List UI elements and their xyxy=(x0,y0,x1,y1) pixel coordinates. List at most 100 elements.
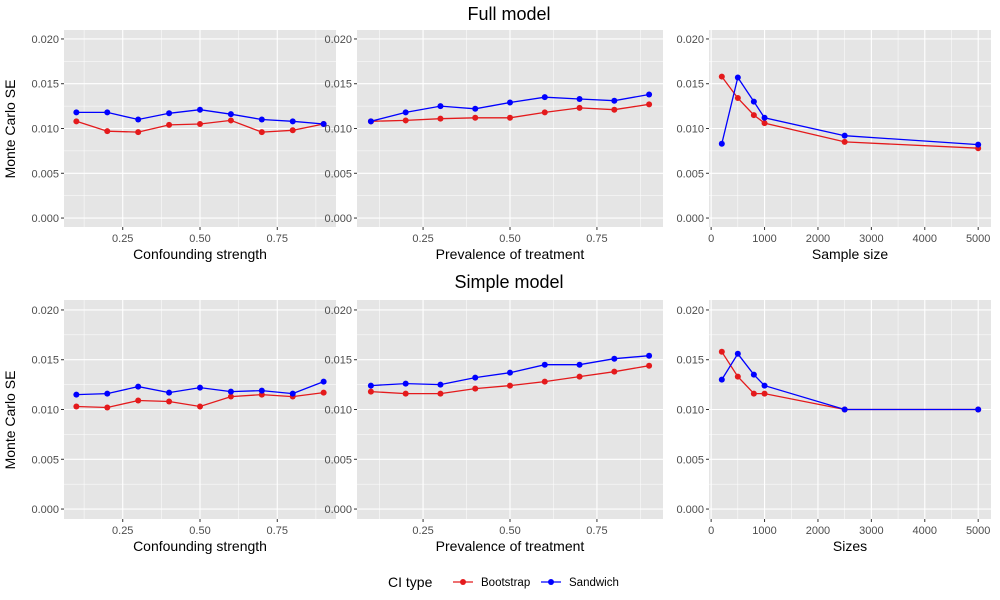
panel-4-bootstrap-point xyxy=(73,403,80,410)
panel-4-sandwich-point xyxy=(135,383,142,390)
panel-3-y-tick-label: 0.005 xyxy=(676,168,704,180)
panel-6-sandwich-point xyxy=(734,350,741,357)
panel-1-y-tick-label: 0.010 xyxy=(31,124,59,136)
panel-6-bootstrap-point xyxy=(734,373,741,380)
legend-key-bootstrap-point xyxy=(460,579,466,585)
panel-4-sandwich-point xyxy=(73,391,80,398)
panel-6-x-tick-label: 5000 xyxy=(966,525,990,537)
panel-5-sandwich-point xyxy=(507,369,513,376)
panel-1-sandwich-point xyxy=(166,110,173,117)
panel-1-x-tick-label: 0.50 xyxy=(189,233,210,245)
panel-2-x-axis-title: Prevalence of treatment xyxy=(436,246,585,262)
panel-2-y-tick-label: 0.010 xyxy=(324,124,352,136)
panel-6-bootstrap-point xyxy=(750,390,757,397)
panel-1-x-axis-title: Confounding strength xyxy=(133,246,267,262)
panel-4-y-tick-label: 0.000 xyxy=(31,504,59,516)
panel-5-y-tick-label: 0.015 xyxy=(324,355,352,367)
panel-6-x-tick-label: 3000 xyxy=(859,525,883,537)
legend-entry-sandwich: Sandwich xyxy=(541,577,619,589)
panel-2-bootstrap-point xyxy=(576,104,583,111)
panel-1-sandwich-point xyxy=(73,109,80,116)
panel-3-sandwich-point xyxy=(975,141,982,148)
panel-3: 0.000 0.005 0.010 0.015 0.020 0 1000 2000 3000 40… xyxy=(676,30,991,262)
panel-2-x-tick-label: 0.25 xyxy=(412,233,433,245)
panel-6-x-tick-label: 0 xyxy=(708,525,714,537)
panel-1-bootstrap-point xyxy=(135,129,142,136)
panel-5-bootstrap-point xyxy=(611,368,618,375)
panel-5-sandwich-point xyxy=(367,382,374,389)
panel-1-sandwich-point xyxy=(135,116,142,123)
panel-1-y-tick-label: 0.000 xyxy=(31,213,59,225)
panel-3-bootstrap-point xyxy=(750,112,757,119)
y-axis-title-top: Monte Carlo SE xyxy=(2,80,18,179)
panel-5-sandwich-point xyxy=(437,381,444,388)
legend-title: CI type xyxy=(388,574,433,590)
panel-2-y-tick-label: 0.000 xyxy=(324,213,352,225)
panel-1-bootstrap-point xyxy=(104,128,111,135)
panel-3-bootstrap-point xyxy=(841,138,848,145)
panel-6-sandwich-point xyxy=(761,382,768,389)
panel-5-sandwich-point xyxy=(402,380,409,387)
panel-6-sandwich-point xyxy=(718,376,725,383)
panel-2-sandwich-point xyxy=(437,103,444,110)
panel-6-bootstrap-point xyxy=(718,348,725,355)
panel-1-bootstrap-point xyxy=(73,118,80,125)
panel-1-sandwich-point xyxy=(320,121,327,128)
panel-5-x-tick-label: 0.25 xyxy=(412,525,433,537)
panel-4-x-axis-title: Confounding strength xyxy=(133,538,267,554)
panel-3-x-tick-label: 4000 xyxy=(913,233,937,245)
panel-1-sandwich-point xyxy=(227,111,234,118)
panel-1-sandwich-point xyxy=(197,106,203,113)
panel-3-bootstrap-point xyxy=(734,95,741,102)
panel-5-y-tick-label: 0.000 xyxy=(324,504,352,516)
panel-4-bootstrap-point xyxy=(104,404,111,411)
panel-2-bootstrap-point xyxy=(541,109,548,116)
legend-label-bootstrap: Bootstrap xyxy=(481,577,530,589)
panel-1-bootstrap-point xyxy=(289,127,296,134)
panel-5-x-tick-label: 0.50 xyxy=(499,525,520,537)
panel-2-x-tick-label: 0.50 xyxy=(499,233,520,245)
panel-3-x-tick-label: 5000 xyxy=(966,233,990,245)
panel-3-bootstrap-point xyxy=(718,73,725,80)
panel-3-y-tick-label: 0.000 xyxy=(676,213,704,225)
panel-3-x-tick-label: 1000 xyxy=(752,233,776,245)
panel-4-bootstrap-point xyxy=(197,403,203,410)
panel-3-y-tick-label: 0.010 xyxy=(676,124,704,136)
panel-4-sandwich-point xyxy=(227,388,234,395)
panel-5-y-tick-label: 0.010 xyxy=(324,405,352,417)
panel-1-y-tick-label: 0.005 xyxy=(31,168,59,180)
panel-4-y-tick-label: 0.015 xyxy=(31,355,59,367)
panel-6-sandwich-point xyxy=(975,406,982,413)
panel-6-x-axis-title: Sizes xyxy=(833,538,867,554)
panel-2-y-tick-label: 0.020 xyxy=(324,34,352,46)
panel-4-sandwich-point xyxy=(166,389,173,396)
panel-3-x-tick-label: 0 xyxy=(708,233,714,245)
panel-3-sandwich-line xyxy=(721,75,979,146)
panel-4-bootstrap-point xyxy=(227,393,234,400)
panel-2-sandwich-point xyxy=(646,91,653,98)
panel-6-y-tick-label: 0.010 xyxy=(676,405,704,417)
panel-6-sandwich-point xyxy=(750,371,757,378)
panel-3-bootstrap-line xyxy=(721,76,979,149)
panel-4-sandwich-point xyxy=(320,378,327,385)
panel-2-bootstrap-point xyxy=(437,115,444,122)
panel-1-bootstrap-point xyxy=(227,117,234,124)
panel-5-bootstrap-point xyxy=(507,382,513,389)
panel-1-x-tick-label: 0.75 xyxy=(267,233,288,245)
panel-3-y-tick-label: 0.015 xyxy=(676,79,704,91)
panel-1-bootstrap-point xyxy=(197,121,203,128)
panel-4: 0.000 0.005 0.010 0.015 0.020 0.25 0.50 0.75Con… xyxy=(31,300,336,554)
panel-2-bootstrap-point xyxy=(646,101,653,108)
panel-1-sandwich-point xyxy=(258,116,265,123)
panel-5-bootstrap-point xyxy=(472,385,479,392)
panel-3-sandwich-point xyxy=(761,114,768,121)
row-title-full-model: Full model xyxy=(467,4,550,24)
panel-3-sandwich-point xyxy=(734,74,741,81)
panel-3-x-axis-title: Sample size xyxy=(812,246,888,262)
panel-1-x-tick-label: 0.25 xyxy=(112,233,133,245)
panel-5-bootstrap-point xyxy=(402,390,409,397)
panel-6-y-tick-label: 0.020 xyxy=(676,305,704,317)
legend-entry-bootstrap: Bootstrap xyxy=(453,577,530,589)
